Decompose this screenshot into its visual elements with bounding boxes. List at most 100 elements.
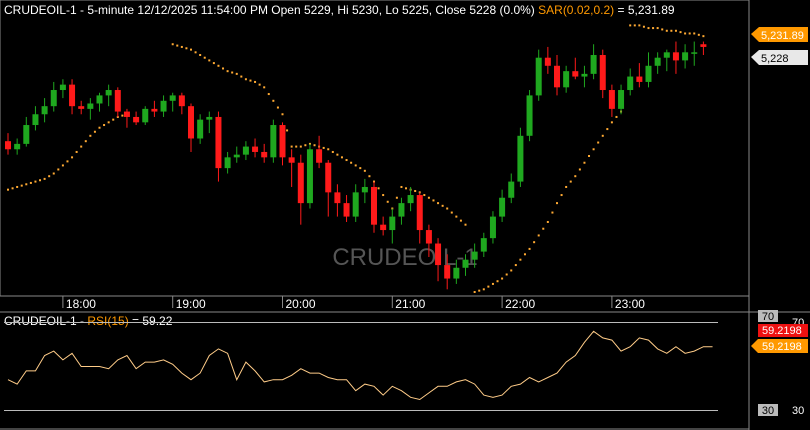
candle [50, 81, 57, 112]
candle [691, 41, 698, 66]
candle-body [471, 251, 478, 260]
candle-body [69, 84, 76, 107]
candle [270, 119, 277, 163]
candle [316, 135, 323, 169]
sar-dot [235, 72, 238, 75]
candle [123, 108, 130, 128]
candle-body [371, 186, 377, 225]
sar-dot [176, 44, 179, 47]
sar-dot [190, 48, 192, 51]
candle-body [59, 84, 66, 91]
sar-dot [615, 115, 618, 118]
candle-body [142, 108, 149, 123]
candle [252, 138, 259, 158]
candle [471, 243, 478, 268]
sar-dot [199, 54, 202, 57]
sar-dot [171, 43, 174, 46]
sar-dot [354, 164, 357, 167]
candle-body [517, 135, 524, 182]
candle-body [343, 203, 350, 217]
sar-dot [450, 211, 453, 214]
sar-dot [606, 128, 609, 131]
header-ohlc: Open 5229, Hi 5230, Lo 5225, Close 5228 … [271, 3, 535, 17]
candle [206, 111, 213, 134]
sar-dot [519, 258, 522, 261]
sar-dot [89, 134, 92, 137]
candle-body [416, 195, 423, 231]
rsi-title-prefix: CRUDEOIL-1 - [4, 314, 87, 328]
candle [416, 192, 423, 244]
header-sar-value: = 5,231.89 [618, 3, 675, 17]
sar-dot [203, 56, 206, 59]
time-tick-label: 23:00 [615, 297, 645, 311]
sar-dot [226, 70, 229, 73]
candle [700, 41, 707, 56]
candle-body [663, 52, 670, 58]
sar-dot [647, 27, 650, 30]
sar-dot [578, 168, 581, 171]
sar-dot [427, 196, 430, 199]
sar-dot [331, 150, 334, 153]
candle-body [160, 100, 167, 112]
sar-dot [537, 234, 540, 237]
candle [563, 65, 570, 93]
close-price-tag: 5,228 [751, 50, 808, 65]
sar-dot [546, 220, 549, 223]
sar-dot [11, 187, 14, 190]
candle [371, 181, 377, 233]
sar-dot [688, 32, 691, 35]
candle-body [618, 90, 625, 109]
candle [224, 151, 231, 174]
candle [544, 46, 551, 74]
sar-dot [446, 207, 449, 210]
sar-dot [697, 33, 700, 36]
sar-dot [336, 153, 339, 156]
sar-dot [180, 45, 183, 48]
header-interval: 5-minute [87, 3, 134, 17]
sar-dot [693, 32, 696, 35]
candle-body [444, 265, 451, 279]
sar-dot [405, 187, 408, 190]
candle-body [114, 90, 121, 112]
candle [654, 52, 661, 74]
candle [599, 49, 606, 99]
candle [389, 208, 396, 244]
sar-dot [652, 27, 655, 30]
candle [306, 143, 313, 209]
candle [343, 195, 350, 222]
candle [618, 84, 625, 115]
candle [489, 211, 496, 244]
sar-dot [43, 177, 46, 180]
candle-body [316, 149, 323, 163]
sar-dot [345, 159, 348, 162]
rsi-value-tag-red-text: 59.2198 [762, 325, 802, 337]
sar-dot [386, 200, 389, 203]
sar-dot [295, 145, 298, 148]
candle [663, 49, 670, 72]
sar-dot [258, 83, 261, 86]
candle [151, 100, 158, 117]
sar-dot [16, 185, 19, 188]
candle [5, 133, 11, 155]
sar-dot [496, 280, 499, 283]
sar-dot [501, 277, 504, 280]
sar-dot [638, 24, 641, 27]
sar-price-tag-text: 5,231.89 [761, 30, 804, 42]
candle-body [206, 116, 213, 120]
rsi-value-tag-orange: 59.2198 [751, 339, 808, 353]
candle [233, 146, 240, 163]
candle [197, 114, 204, 144]
candle-body [96, 95, 103, 104]
rsi-axis-low-label: 30 [792, 405, 804, 417]
sar-dot [523, 253, 526, 256]
candle-body [288, 157, 295, 163]
sar-dot [510, 269, 513, 272]
candle [41, 98, 48, 123]
header-datetime: 12/12/2025 11:54:00 PM [137, 3, 268, 17]
candle [261, 143, 268, 163]
rsi-value-tag-orange-text: 59.2198 [762, 341, 802, 353]
sar-dot [569, 180, 572, 183]
candle [517, 127, 524, 187]
sar-dot [377, 187, 380, 190]
candle [672, 41, 679, 74]
